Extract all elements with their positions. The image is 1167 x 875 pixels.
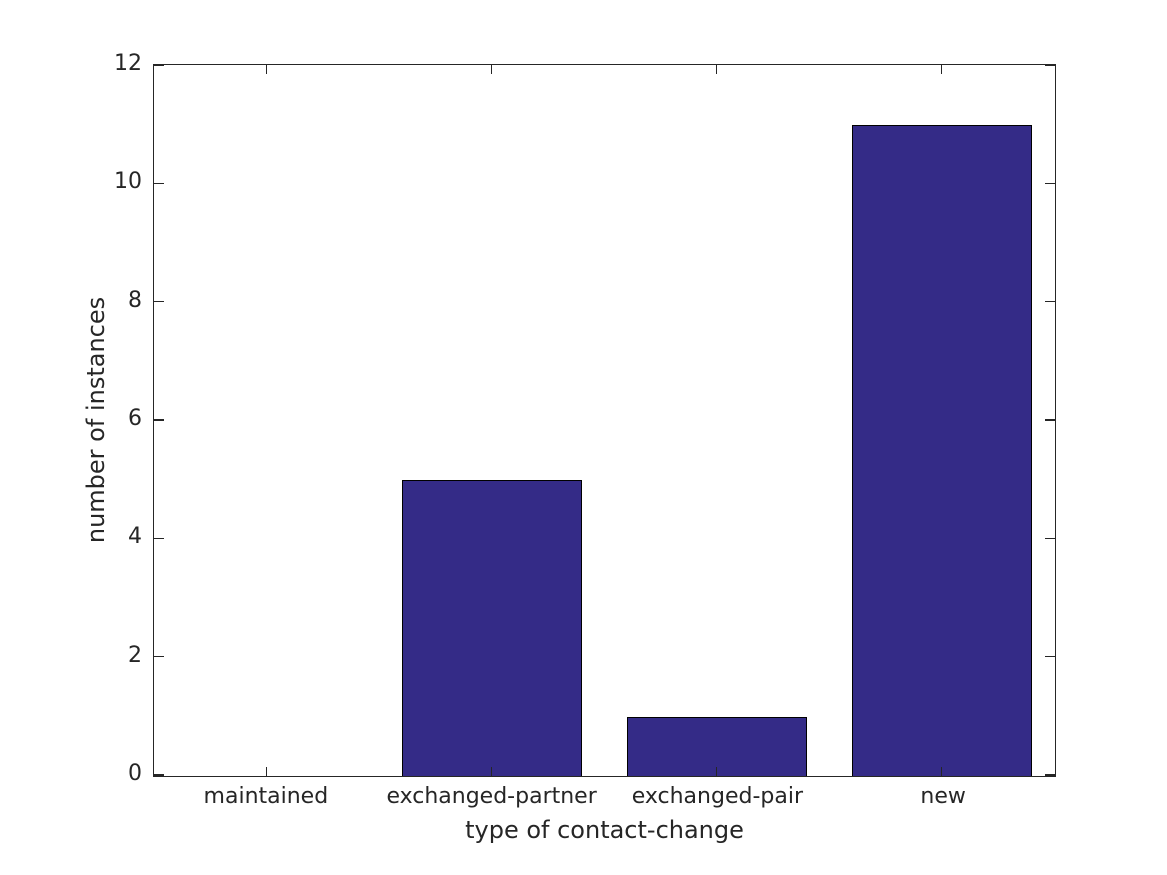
x-tick-top — [940, 65, 943, 74]
y-tick-right — [1045, 64, 1055, 66]
y-tick-right — [1045, 182, 1055, 185]
y-tick-right — [1045, 419, 1055, 421]
y-tick-label: 12 — [114, 51, 142, 76]
x-tick-top — [490, 65, 493, 74]
bar-exchanged-pair — [626, 716, 807, 776]
y-tick-label: 6 — [128, 406, 142, 431]
y-tick-label: 0 — [128, 761, 142, 786]
y-tick-label: 2 — [128, 642, 142, 668]
y-tick-label: 8 — [128, 287, 142, 313]
x-tick-top — [265, 65, 268, 74]
x-tick-label-exchanged-pair: exchanged-pair — [631, 784, 803, 809]
y-tick-label: 10 — [114, 169, 142, 195]
y-tick-label: 4 — [128, 524, 142, 550]
x-tick-bottom — [715, 767, 718, 776]
x-tick-label-exchanged-partner: exchanged-partner — [386, 784, 597, 809]
y-tick-left — [154, 537, 164, 540]
y-tick-left — [154, 774, 164, 776]
y-tick-left — [154, 300, 164, 303]
x-tick-top — [715, 65, 718, 74]
x-tick-bottom — [490, 767, 493, 776]
y-tick-left — [154, 419, 164, 421]
x-tick-bottom — [940, 767, 943, 776]
y-tick-right — [1045, 537, 1055, 540]
y-tick-left — [154, 655, 164, 658]
plot-area — [153, 64, 1056, 777]
y-tick-right — [1045, 774, 1055, 776]
x-tick-label-maintained: maintained — [203, 784, 329, 809]
bar-new — [851, 125, 1032, 776]
y-tick-left — [154, 182, 164, 185]
x-axis-label: type of contact-change — [465, 816, 744, 844]
y-tick-right — [1045, 300, 1055, 303]
bar-exchanged-partner — [401, 480, 582, 776]
x-tick-label-new: new — [920, 784, 966, 809]
y-tick-right — [1045, 655, 1055, 658]
y-tick-left — [154, 64, 164, 66]
x-tick-bottom — [265, 767, 268, 776]
